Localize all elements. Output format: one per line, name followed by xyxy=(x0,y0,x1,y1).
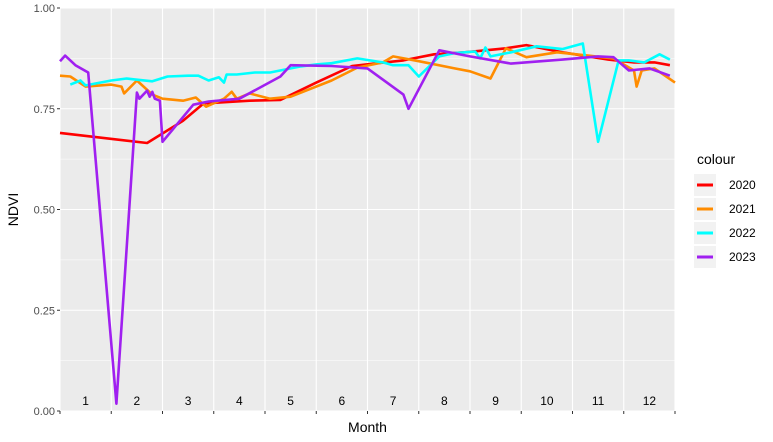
y-tick-label: 1.00 xyxy=(34,3,55,15)
y-tick-label: 0.75 xyxy=(34,104,55,116)
legend: colour 2020 2021 2022 2023 xyxy=(694,151,756,268)
series-line-2023 xyxy=(59,49,671,405)
series-lines xyxy=(59,42,676,405)
month-label: 6 xyxy=(339,394,346,408)
x-axis-title: Month xyxy=(348,419,387,435)
month-label: 12 xyxy=(643,394,657,408)
y-tick-label: 0.25 xyxy=(34,305,55,317)
month-label: 10 xyxy=(540,394,554,408)
y-tick-label: 0.50 xyxy=(34,205,55,217)
series-line-2022 xyxy=(69,42,671,144)
month-label: 5 xyxy=(287,394,294,408)
series-line-2020 xyxy=(59,43,671,145)
y-axis-title: NDVI xyxy=(5,193,21,226)
x-axis xyxy=(59,411,676,414)
y-tick-label: 0.00 xyxy=(34,406,55,418)
month-label: 1 xyxy=(82,394,89,408)
month-label: 2 xyxy=(134,394,141,408)
month-label: 11 xyxy=(592,394,605,408)
legend-title: colour xyxy=(697,151,735,167)
legend-label: 2022 xyxy=(729,226,756,240)
legend-label: 2023 xyxy=(729,250,756,264)
y-axis: 0.00 0.25 0.50 0.75 1.00 xyxy=(34,3,60,418)
month-label: 3 xyxy=(185,394,192,408)
month-label: 4 xyxy=(236,394,243,408)
month-labels: 1 2 3 4 5 6 7 8 9 10 11 12 xyxy=(82,394,656,408)
legend-label: 2021 xyxy=(729,202,756,216)
month-label: 8 xyxy=(441,394,448,408)
month-label: 7 xyxy=(390,394,397,408)
month-label: 9 xyxy=(492,394,499,408)
legend-label: 2020 xyxy=(729,178,756,192)
